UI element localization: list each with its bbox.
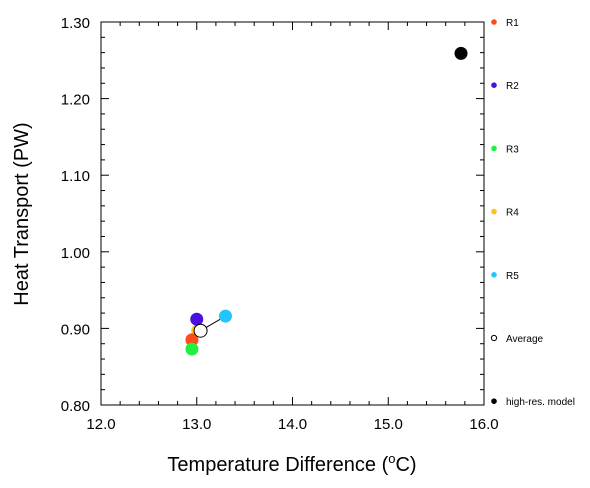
x-axis-ticks: 12.0 13.0 14.0 15.0 16.0	[86, 22, 499, 433]
y-axis-title: Heat Transport (PW)	[11, 122, 33, 305]
y-tick-label: 0.90	[61, 321, 90, 338]
x-tick-label: 12.0	[86, 416, 115, 433]
legend-marker-r3	[491, 145, 497, 152]
point-r5	[218, 309, 232, 323]
legend-marker-r5	[491, 272, 497, 278]
legend-label-r3: R3	[506, 144, 519, 155]
y-tick-label: 1.20	[61, 92, 90, 109]
data-points	[185, 46, 468, 356]
legend-marker-r4	[491, 208, 497, 215]
plot-area-frame	[100, 21, 485, 406]
x-axis-title: Temperature Difference (oC)	[167, 451, 416, 476]
x-tick-label: 13.0	[182, 416, 211, 433]
point-r3	[185, 342, 199, 356]
legend: R1 R2 R3 R4 R5 Average high-res. model	[490, 18, 575, 408]
point-average	[193, 323, 208, 338]
x-tick-label: 14.0	[278, 416, 307, 433]
legend-marker-average	[490, 334, 498, 342]
legend-marker-r1	[491, 19, 497, 25]
x-tick-label: 16.0	[469, 416, 498, 433]
legend-label-r4: R4	[506, 208, 519, 219]
legend-marker-high-res-model	[491, 398, 497, 405]
legend-marker-r2	[491, 82, 497, 88]
point-high-res-model	[454, 46, 468, 60]
point-r2	[190, 312, 204, 326]
y-axis-ticks: 0.80 0.90 1.00 1.10 1.20 1.30	[61, 15, 484, 415]
legend-label-r1: R1	[506, 18, 519, 29]
legend-label-r5: R5	[506, 271, 519, 282]
legend-label-r2: R2	[506, 81, 519, 92]
y-tick-label: 1.30	[61, 15, 90, 32]
y-tick-label: 0.80	[61, 398, 90, 415]
y-tick-label: 1.10	[61, 168, 90, 185]
legend-label-average: Average	[506, 334, 544, 345]
legend-label-high-res-model: high-res. model	[506, 397, 575, 408]
point-r1	[185, 333, 199, 347]
x-tick-label: 15.0	[374, 416, 403, 433]
y-tick-label: 1.00	[61, 245, 90, 262]
